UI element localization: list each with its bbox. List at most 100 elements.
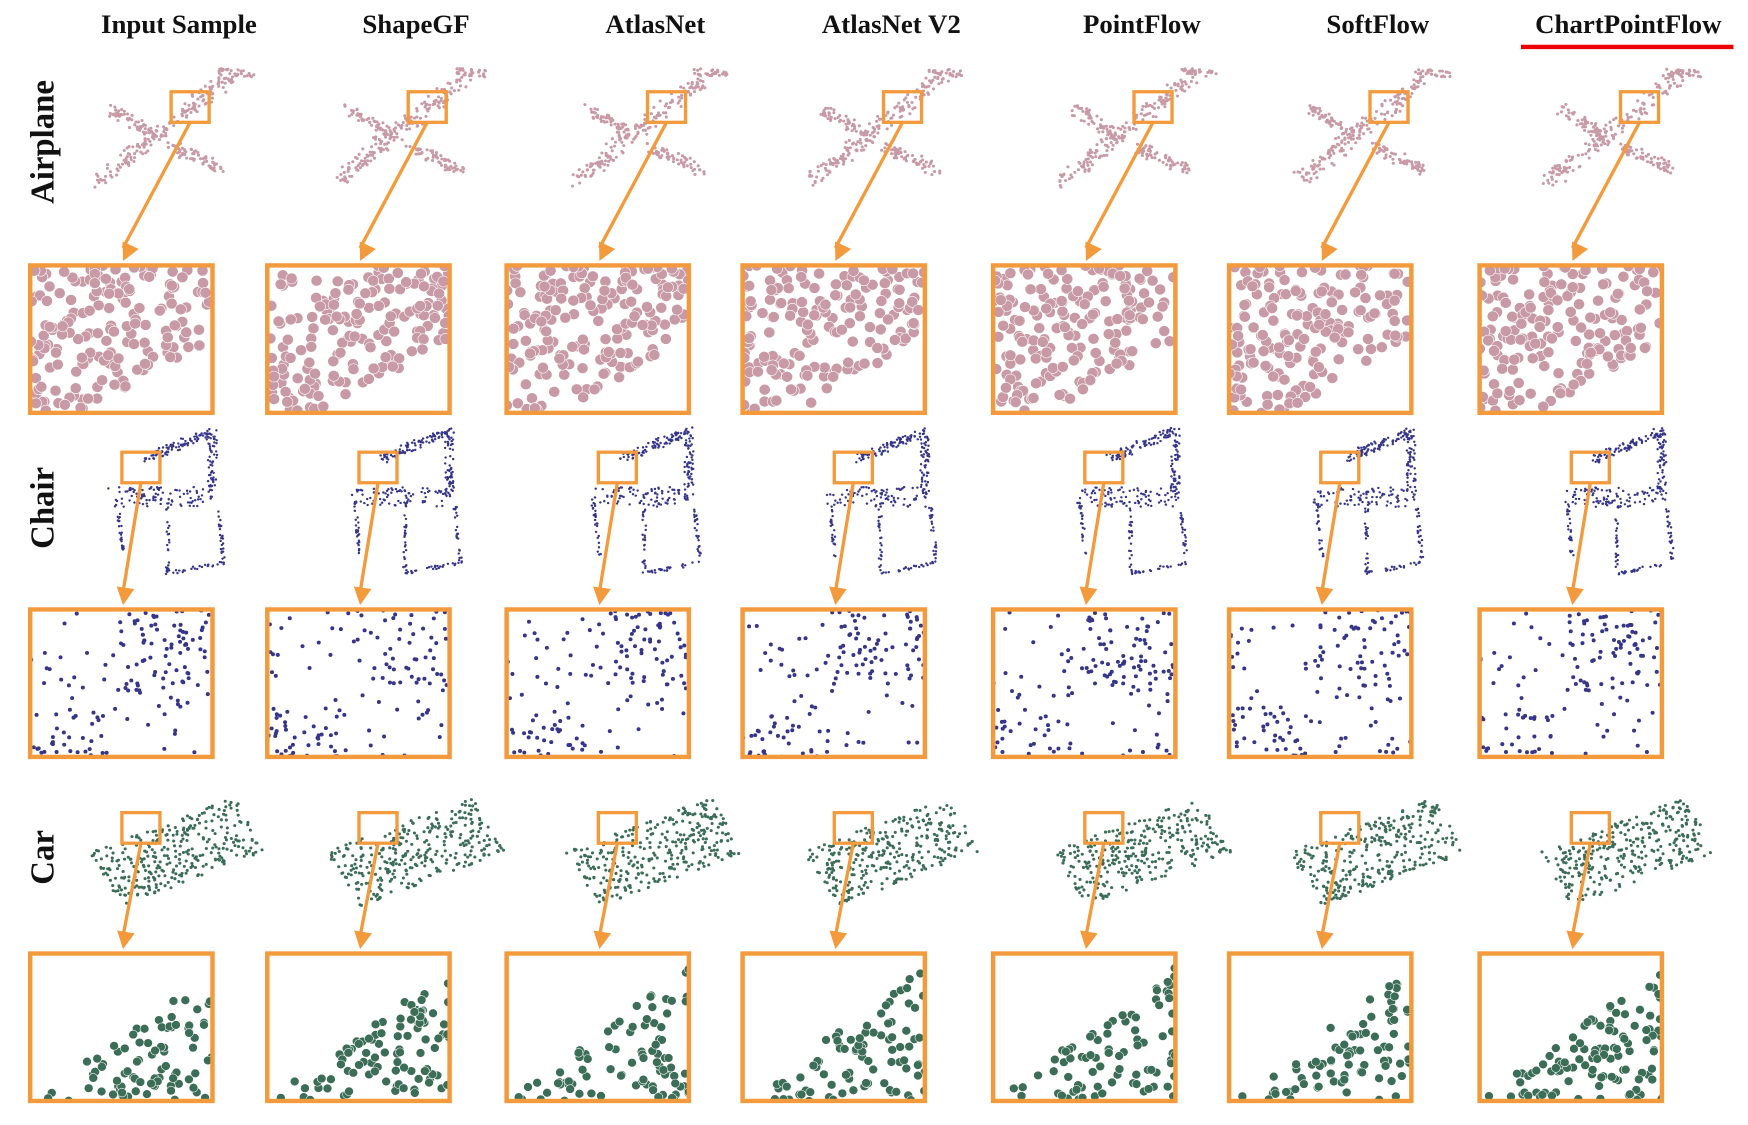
point (623, 456, 625, 458)
point (595, 515, 597, 517)
point (135, 663, 139, 667)
point (599, 117, 602, 120)
point (284, 728, 288, 732)
point (190, 502, 192, 504)
point (430, 565, 432, 567)
point (665, 148, 668, 151)
point (1190, 80, 1193, 83)
point (369, 159, 372, 162)
point (659, 442, 661, 444)
zoom-panel (506, 608, 691, 759)
point (598, 165, 601, 168)
point (159, 503, 161, 505)
point (699, 552, 701, 554)
point (1625, 113, 1628, 116)
point (650, 498, 652, 500)
point (51, 735, 55, 739)
point (1584, 142, 1587, 145)
point (273, 316, 284, 327)
point (360, 500, 362, 502)
point (683, 471, 685, 473)
point (1290, 286, 1301, 297)
point (151, 614, 155, 618)
point (1087, 309, 1098, 320)
point (616, 502, 618, 504)
point (691, 468, 693, 470)
point (444, 169, 447, 172)
point (1110, 134, 1113, 137)
point (1605, 307, 1616, 318)
point (160, 498, 162, 500)
point (1539, 277, 1550, 288)
point (617, 131, 620, 134)
point (817, 165, 820, 168)
point (449, 92, 452, 95)
point (433, 100, 436, 103)
point (1303, 179, 1306, 182)
point (684, 432, 686, 434)
point (1546, 179, 1549, 182)
point (377, 700, 381, 704)
point (841, 280, 852, 291)
point (141, 143, 144, 146)
figure: Input SampleShapeGFAtlasNetAtlasNet V2Po… (0, 0, 1748, 1125)
point (124, 284, 135, 295)
point (398, 680, 402, 684)
point (652, 442, 654, 444)
point (119, 629, 123, 633)
point (113, 113, 116, 116)
point (1555, 180, 1558, 183)
point (1058, 179, 1061, 182)
point (785, 384, 796, 395)
point (845, 115, 848, 118)
point (63, 621, 67, 625)
point (1389, 295, 1400, 306)
point (508, 338, 519, 349)
point (655, 657, 659, 661)
point (542, 726, 546, 730)
point (178, 489, 180, 491)
arrow-head (835, 242, 851, 262)
point (687, 482, 689, 484)
point (204, 620, 208, 624)
point (1418, 173, 1421, 176)
object-view (1542, 68, 1702, 187)
point (358, 659, 362, 663)
point (578, 182, 581, 185)
point (616, 746, 620, 750)
point (453, 162, 456, 165)
point (456, 533, 458, 535)
point (428, 648, 432, 652)
point (103, 350, 114, 361)
point (1283, 335, 1294, 346)
point (745, 296, 756, 307)
point (1365, 124, 1368, 127)
point (351, 308, 362, 319)
point (932, 87, 935, 90)
point (653, 647, 657, 651)
point (457, 562, 459, 564)
point (405, 503, 407, 505)
point (452, 482, 454, 484)
point (177, 442, 179, 444)
point (209, 80, 212, 83)
point (511, 731, 515, 735)
point (1594, 124, 1597, 127)
point (411, 632, 415, 636)
point (1309, 177, 1312, 180)
point (165, 566, 167, 568)
point (1101, 130, 1104, 133)
point (1313, 362, 1324, 373)
point (886, 112, 889, 115)
point (1516, 318, 1527, 329)
point (588, 628, 592, 632)
point (448, 485, 450, 487)
point (603, 500, 605, 502)
point (851, 159, 854, 162)
point (458, 549, 460, 551)
point (887, 450, 889, 452)
point (431, 159, 434, 162)
point (1318, 107, 1321, 110)
point (152, 454, 154, 456)
point (455, 67, 458, 70)
